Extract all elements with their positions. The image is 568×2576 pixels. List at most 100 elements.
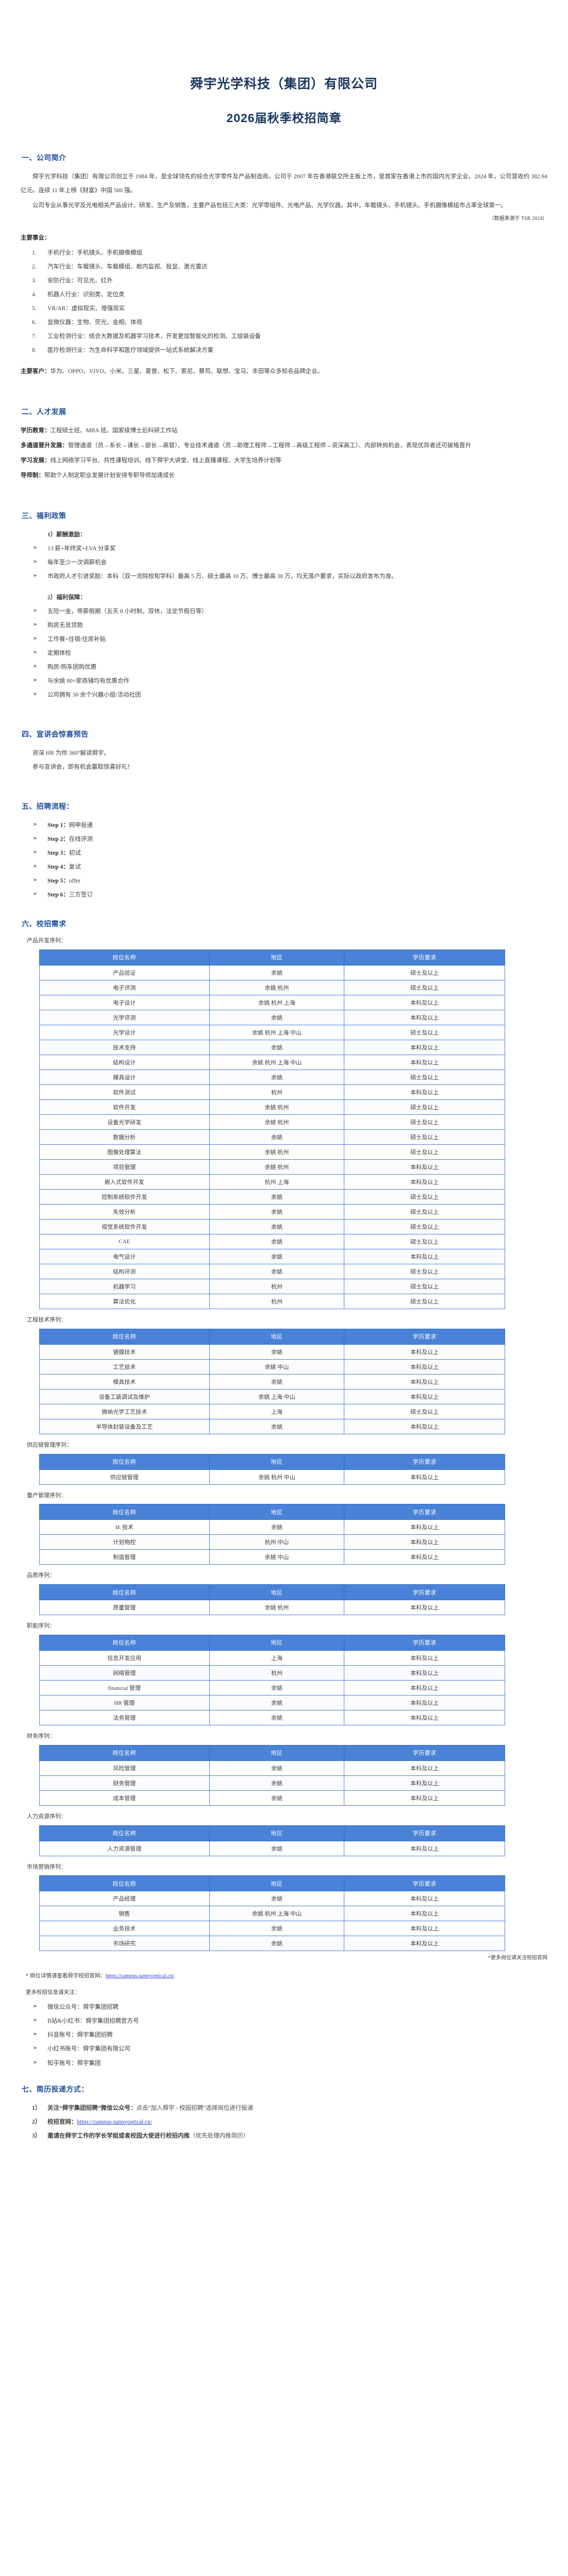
table-cell: 本科及以上 xyxy=(344,1009,505,1025)
job-table: 岗位名称 地区 学历要求 供应链管理 余姚 杭州 中山 本科及以上 xyxy=(39,1453,505,1485)
table-header-row: 岗位名称 地区 学历要求 xyxy=(39,949,505,965)
table-column-header: 学历要求 xyxy=(344,1504,505,1520)
table-cell: financial 管理 xyxy=(39,1680,210,1696)
table-cell: 设备光学研发 xyxy=(39,1114,210,1130)
business-list-item: 7. 工业检测行业：结合大数据及机器学习技术，开发更加智能化的检测、工组装设备 xyxy=(21,330,547,344)
recruitment-step-label: Step 2： xyxy=(47,836,69,843)
table-cell: 本科及以上 xyxy=(344,1469,505,1485)
table-header-row: 岗位名称 地区 学历要求 xyxy=(39,1453,505,1470)
table-cell: 本科及以上 xyxy=(344,1344,505,1360)
table-more-positions-note: *更多岗位请关注校招官网 xyxy=(488,1955,547,1961)
table-cell: 光学评测 xyxy=(39,1009,210,1025)
list-marker: 3） xyxy=(32,2132,41,2139)
table-cell: 硕士及以上 xyxy=(344,1263,505,1279)
arrow-bullet-icon: ➤ xyxy=(33,621,38,628)
recruitment-step-label: Step 4： xyxy=(47,864,69,871)
table-cell: 半导体封装设备及工艺 xyxy=(39,1418,210,1434)
benefit-item-text: 13 薪+年终奖+EVA 分享奖 xyxy=(47,545,116,552)
table-row: 业务技术 余姚 本科及以上 xyxy=(39,1921,505,1937)
apply-method-link[interactable]: https://campus.sunnyoptical.cn/ xyxy=(77,2119,153,2125)
table-cell: 本科及以上 xyxy=(344,1374,505,1389)
table-cell: 产品验证 xyxy=(39,964,210,980)
table-column-header: 学历要求 xyxy=(344,1825,505,1841)
recruitment-step-label: Step 6： xyxy=(47,892,69,899)
recruitment-step-text: 网申投递 xyxy=(69,822,93,829)
table-header-row: 岗位名称 地区 学历要求 xyxy=(39,1504,505,1520)
job-table: 岗位名称 地区 学历要求 人力资源管理 余姚 本科及以上 xyxy=(39,1825,505,1856)
job-table-caption: 工程技术序列： xyxy=(27,1316,66,1323)
table-cell: 嵌入式软件开发 xyxy=(39,1174,210,1190)
table-cell: 杭州 xyxy=(209,1293,345,1309)
table-column-header: 地区 xyxy=(209,1328,345,1345)
section-heading-recruitment-process: 五、招聘流程： xyxy=(22,802,74,811)
table-cell: 电子评测 xyxy=(39,979,210,995)
table-column-header: 学历要求 xyxy=(344,1584,505,1601)
apply-method-text: 点击“加入舜宇 - 校园招聘”选择岗位进行投递 xyxy=(136,2105,254,2111)
table-cell: 光学设计 xyxy=(39,1024,210,1040)
table-cell: 本科及以上 xyxy=(344,1760,505,1776)
table-column-header: 地区 xyxy=(209,1875,345,1892)
table-cell: 余姚 杭州 xyxy=(209,1114,345,1130)
company-intro-paragraph-2: 公司专业从事光学及光电相关产品设计、研发、生产及销售，主要产品包括三大类：光学零… xyxy=(32,202,507,209)
table-cell: 业务技术 xyxy=(39,1921,210,1937)
channel-item-text: 小红书账号：舜宇集团有限公司 xyxy=(47,2046,130,2053)
channel-item-text: 知乎账号：舜宇集团 xyxy=(47,2060,101,2066)
arrow-bullet-icon: ➤ xyxy=(33,863,38,870)
table-row: 结构评测 余姚 硕士及以上 xyxy=(39,1263,505,1279)
table-cell: 本科及以上 xyxy=(344,1418,505,1434)
table-cell: 余姚 xyxy=(209,1248,345,1264)
table-row: 计划物控 杭州 中山 本科及以上 xyxy=(39,1534,505,1550)
recruitment-steps-list: ➤ Step 1：网申投递 ➤ Step 2：在线评测 ➤ Step 3：初试 ➤ Step … xyxy=(21,819,547,902)
apply-method-item: 2） 校招官网：https://campus.sunnyoptical.cn/ xyxy=(21,2115,547,2129)
benefits-list-compensation: ➤ 13 薪+年终奖+EVA 分享奖 ➤ 每年至少一次调薪机会 ➤ 市政府人才引进奖励：本… xyxy=(21,542,547,584)
list-marker: 3. xyxy=(32,277,37,284)
table-header-row: 岗位名称 地区 学历要求 xyxy=(39,1634,505,1651)
table-cell: 失效分析 xyxy=(39,1204,210,1219)
table-cell: 本科及以上 xyxy=(344,1775,505,1791)
list-marker: 7. xyxy=(32,333,37,340)
table-cell: 视觉系统软件开发 xyxy=(39,1218,210,1234)
document-page: 舜宇光学科技（集团）有限公司 2026届秋季校招简章 一、公司简介 舜宇光学科技… xyxy=(21,77,547,2139)
table-header-row: 岗位名称 地区 学历要求 xyxy=(39,1328,505,1345)
table-cell: 本科及以上 xyxy=(344,1906,505,1922)
table-cell: 销售 xyxy=(39,1906,210,1922)
table-cell: 余姚 杭州 xyxy=(209,1159,345,1175)
business-list-item: 8. 医疗检测行业：为生命科学和医疗领域提供一站式系统解决方案 xyxy=(21,344,547,358)
table-cell: 本科及以上 xyxy=(344,1709,505,1725)
arrow-bullet-icon: ➤ xyxy=(33,2059,38,2065)
table-cell: 本科及以上 xyxy=(344,1159,505,1175)
table-cell: 余姚 xyxy=(209,1263,345,1279)
table-cell: HR 管理 xyxy=(39,1694,210,1710)
table-column-header: 学历要求 xyxy=(344,1453,505,1470)
table-cell: 本科及以上 xyxy=(344,1680,505,1696)
table-row: 镀膜技术 余姚 本科及以上 xyxy=(39,1344,505,1360)
table-column-header: 地区 xyxy=(209,1825,345,1841)
business-list-item-text: VR/AR：虚拟现实、增强现实 xyxy=(47,305,125,312)
table-cell: 余姚 xyxy=(209,1344,345,1360)
table-cell: 本科及以上 xyxy=(344,1840,505,1856)
channel-item-text: 抖音账号：舜宇集团招聘 xyxy=(47,2032,113,2039)
talent-development-row: 导师制：帮助个人制定职业发展计划安排专职导师加速成长 xyxy=(21,469,547,483)
table-cell: 余姚 xyxy=(209,1129,345,1145)
benefits-group-1-label: 1）薪酬激励： xyxy=(47,531,86,538)
benefit-item-text: 购房无息贷款 xyxy=(47,622,83,629)
benefit-item-text: 购房/购车团购优惠 xyxy=(47,664,97,670)
talent-development-row-text: 帮助个人制定职业发展计划安排专职导师加速成长 xyxy=(44,472,175,479)
channel-item: ➤ 知乎账号：舜宇集团 xyxy=(21,2057,547,2071)
benefit-item: ➤ 购房无息贷款 xyxy=(21,619,547,633)
table-column-header: 学历要求 xyxy=(344,1875,505,1892)
table-cell: 硕士及以上 xyxy=(344,1069,505,1085)
arrow-bullet-icon: ➤ xyxy=(33,691,38,698)
table-cell: 硕士及以上 xyxy=(344,1218,505,1234)
campus-site-footnote-link[interactable]: https://campus.sunnyoptical.cn/ xyxy=(105,1973,174,1979)
table-cell: 数据分析 xyxy=(39,1129,210,1145)
table-row: 数据分析 余姚 硕士及以上 xyxy=(39,1129,505,1145)
table-row: 失效分析 余姚 硕士及以上 xyxy=(39,1204,505,1219)
table-row: 嵌入式软件开发 杭州 上海 本科及以上 xyxy=(39,1174,505,1190)
table-cell: 硕士及以上 xyxy=(344,1129,505,1145)
table-cell: 硕士及以上 xyxy=(344,1114,505,1130)
channel-item: ➤ 抖音账号：舜宇集团招聘 xyxy=(21,2028,547,2042)
arrow-bullet-icon: ➤ xyxy=(33,649,38,655)
table-cell: 项目管理 xyxy=(39,1159,210,1175)
arrow-bullet-icon: ➤ xyxy=(33,545,38,551)
